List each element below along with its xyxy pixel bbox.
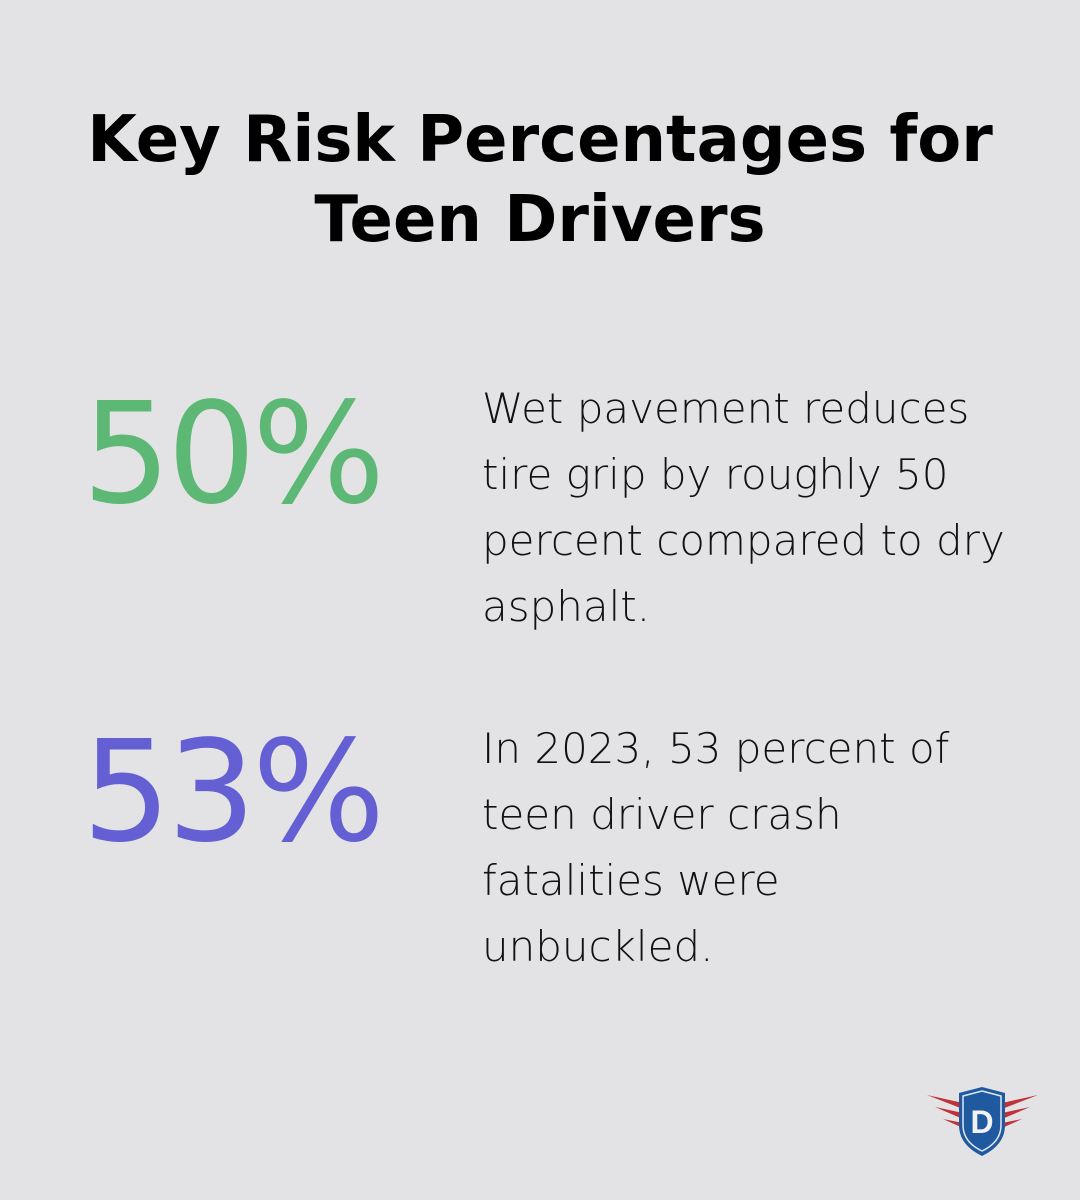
stat-value-unbuckled: 53% (82, 711, 385, 874)
shield-wings-logo-icon: D (927, 1087, 1038, 1156)
stat-description-unbuckled: In 2023, 53 percent of teen driver crash… (482, 724, 950, 971)
logo-letter: D (970, 1104, 993, 1140)
stat-value-wet-pavement: 50% (82, 373, 385, 536)
stat-description-wet-pavement: Wet pavement reduces tire grip by roughl… (482, 384, 1005, 631)
page-title: Key Risk Percentages for Teen Drivers (87, 103, 993, 257)
